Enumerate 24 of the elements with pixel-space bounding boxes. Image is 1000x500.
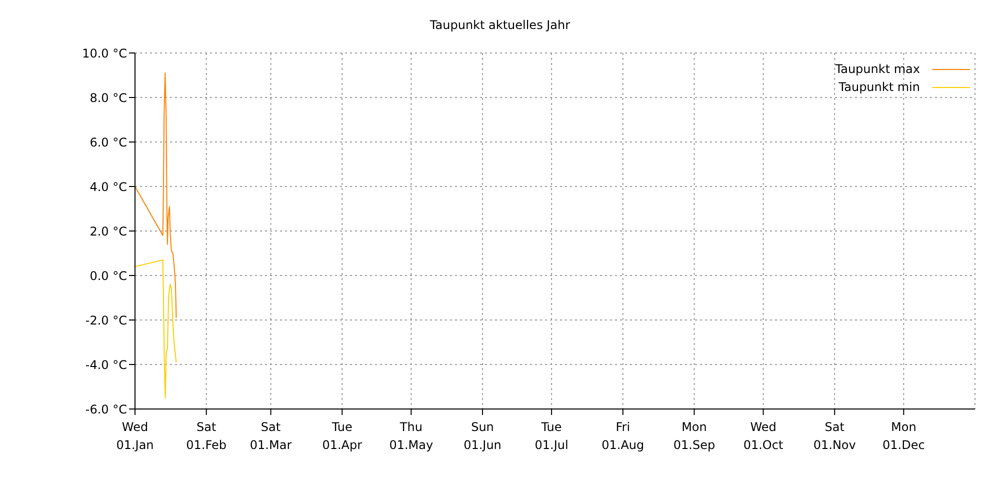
legend-label: Taupunkt max bbox=[835, 62, 920, 76]
x-tick-label: Sat 01.Nov bbox=[813, 420, 856, 452]
y-tick-label: -6.0 °C bbox=[85, 402, 127, 416]
x-tick-label: Thu 01.May bbox=[389, 420, 434, 452]
y-tick-label: 4.0 °C bbox=[90, 180, 127, 194]
y-tick-label: -2.0 °C bbox=[85, 313, 127, 328]
y-tick-label: 6.0 °C bbox=[90, 135, 127, 150]
y-tick-label: 2.0 °C bbox=[90, 224, 127, 238]
y-tick-label: 0.0 °C bbox=[90, 268, 127, 283]
x-tick-label: Sun 01.Jun bbox=[464, 420, 502, 452]
x-tick-label: Mon 01.Dec bbox=[882, 420, 925, 452]
y-tick-label: -4.0 °C bbox=[85, 358, 127, 372]
x-tick-label: Tue 01.Apr bbox=[322, 420, 362, 452]
x-tick-label: Wed 01.Jan bbox=[116, 420, 154, 452]
legend-label: Taupunkt min bbox=[838, 80, 920, 94]
x-tick-label: Tue 01.Jul bbox=[534, 420, 568, 452]
y-tick-label: 10.0 °C bbox=[82, 46, 127, 60]
x-tick-label: Sat 01.Feb bbox=[186, 420, 227, 452]
x-tick-label: Fri 01.Aug bbox=[602, 420, 644, 452]
x-tick-label: Wed 01.Oct bbox=[743, 420, 784, 452]
x-tick-label: Mon 01.Sep bbox=[673, 420, 716, 452]
chart-title: Taupunkt aktuelles Jahr bbox=[428, 18, 572, 32]
x-tick-label: Sat 01.Mar bbox=[250, 420, 292, 452]
y-tick-label: 8.0 °C bbox=[90, 90, 127, 105]
